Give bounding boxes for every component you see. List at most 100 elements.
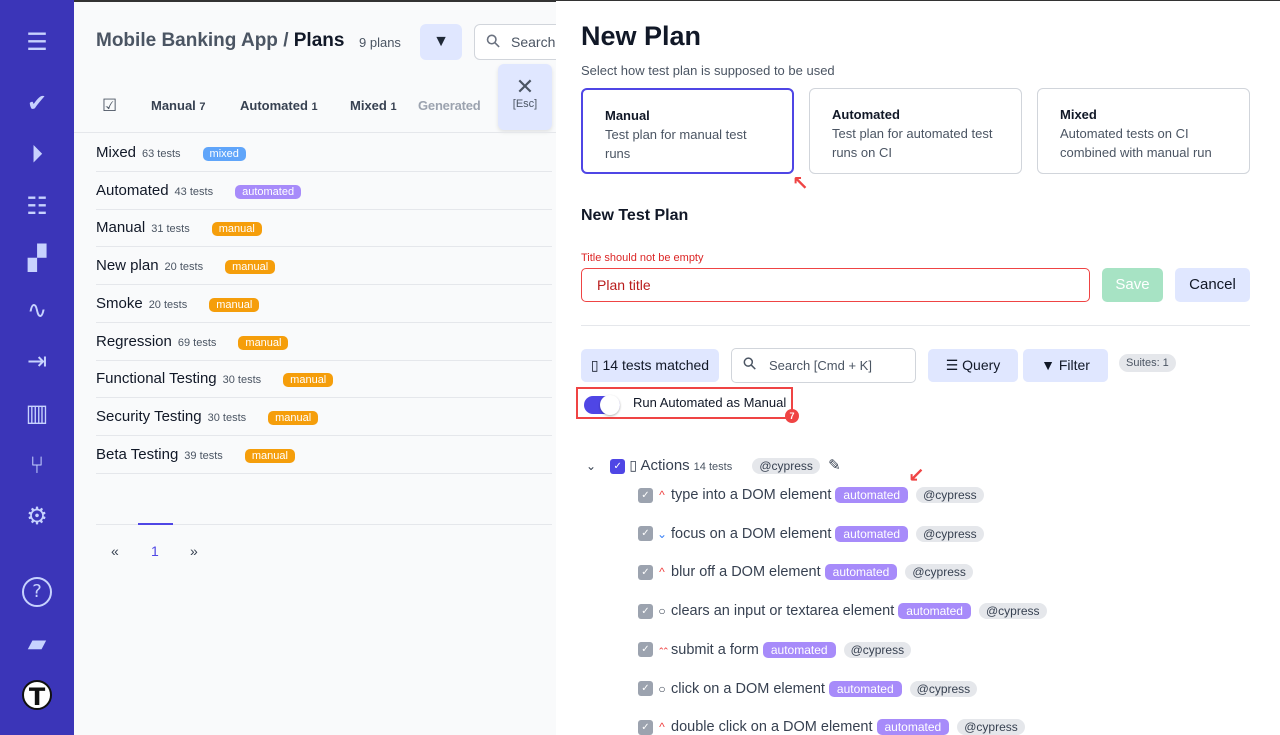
test-checkbox[interactable]: ✓: [638, 603, 653, 619]
tab-label: Manual: [151, 98, 196, 113]
test-title[interactable]: focus on a DOM element: [671, 525, 832, 542]
automated-badge: automated: [898, 603, 971, 620]
step-badge: 7: [785, 409, 799, 423]
search-placeholder: Search [Cmd + K]: [769, 358, 872, 373]
plan-row[interactable]: Manual 31 tests manual: [96, 209, 552, 248]
chart-icon[interactable]: ▥: [25, 399, 49, 427]
plan-row[interactable]: Beta Testing 39 tests manual: [96, 436, 552, 474]
test-checkbox[interactable]: ✓: [638, 642, 653, 658]
save-button[interactable]: Save: [1102, 268, 1163, 302]
sliders-icon: ☰: [945, 357, 959, 373]
gear-icon[interactable]: ⚙: [26, 502, 48, 530]
priority-high-icon: ^: [659, 565, 665, 580]
test-tag: @cypress: [916, 487, 984, 503]
close-icon: ✕: [515, 74, 535, 99]
new-plan-panel: New Plan Select how test plan is suppose…: [556, 0, 1280, 735]
prev-page[interactable]: «: [111, 543, 119, 559]
tests-search-input[interactable]: ⚲ Search [Cmd + K]: [731, 348, 916, 383]
suite-tests-count: 14 tests: [693, 461, 733, 473]
test-tag: @cypress: [909, 680, 978, 697]
suite-row: ⌄ ✓ ▯ Actions 14 tests @cypress ✎: [586, 456, 841, 474]
test-title[interactable]: click on a DOM element: [671, 680, 825, 697]
plan-row[interactable]: Automated 43 tests automated: [96, 172, 552, 210]
section-title: New Test Plan: [581, 207, 689, 224]
tab-generated[interactable]: Generated: [418, 98, 481, 113]
tab-automated[interactable]: Automated 1: [240, 98, 318, 113]
test-checkbox[interactable]: ✓: [638, 681, 653, 697]
test-title[interactable]: clears an input or textarea element: [671, 603, 895, 620]
suites-badge: Suites: 1: [1119, 354, 1176, 372]
steps-icon[interactable]: ▞: [27, 244, 47, 272]
test-row: ✓ ⌃⌃ submit a form automated @cypress: [638, 641, 912, 658]
test-checkbox[interactable]: ✓: [638, 719, 653, 735]
plan-tests-count: 20 tests: [148, 298, 188, 311]
logo-icon[interactable]: T: [22, 680, 52, 711]
plan-name: Beta Testing: [96, 445, 179, 463]
close-button[interactable]: ✕ [Esc]: [498, 64, 552, 130]
plan-row[interactable]: Regression 69 tests manual: [96, 323, 552, 361]
cancel-button[interactable]: Cancel: [1175, 268, 1250, 302]
tests-matched-button[interactable]: ▯ 14 tests matched: [581, 349, 719, 382]
plan-row[interactable]: Security Testing 30 tests manual: [96, 398, 552, 436]
page-1[interactable]: 1: [151, 543, 159, 559]
search-input[interactable]: Search: [474, 24, 564, 60]
automated-badge: automated: [876, 719, 950, 735]
query-button[interactable]: ☰ Query: [928, 349, 1018, 382]
tab-label: Mixed: [350, 98, 387, 113]
plan-type-automated[interactable]: Automated Test plan for automated test ru…: [809, 88, 1022, 174]
test-row: ✓ ^ blur off a DOM element automated @cypres…: [638, 564, 973, 581]
pulse-icon[interactable]: ∿: [26, 296, 48, 324]
priority-critical-icon: ⌃⌃: [657, 645, 669, 656]
test-row: ✓ ○ click on a DOM element automated @cypres…: [638, 680, 978, 697]
test-title[interactable]: submit a form: [671, 641, 759, 658]
plan-row[interactable]: Functional Testing 30 tests manual: [96, 360, 552, 399]
tab-label: Generated: [418, 98, 481, 113]
tests-matched-label: 14 tests matched: [602, 357, 710, 373]
priority-high-icon: ^: [659, 720, 665, 735]
suite-checkbox[interactable]: ✓: [610, 458, 626, 474]
import-icon[interactable]: ⇥: [26, 347, 48, 375]
plan-type-badge: manual: [238, 335, 289, 350]
plan-type-badge: automated: [235, 184, 302, 199]
pencil-icon[interactable]: ✎: [828, 457, 841, 474]
help-icon[interactable]: ?: [22, 577, 52, 607]
list-check-icon[interactable]: ☷: [26, 192, 48, 220]
filter-button[interactable]: ▼ Filter: [1023, 349, 1108, 382]
plan-type-manual[interactable]: Manual Test plan for manual test runs: [581, 88, 794, 174]
plan-type-desc: Test plan for manual test runs: [605, 127, 747, 161]
test-title[interactable]: type into a DOM element: [671, 487, 832, 503]
check-icon[interactable]: ✔: [26, 89, 48, 117]
suite-name[interactable]: Actions: [640, 457, 690, 474]
plan-type-mixed[interactable]: Mixed Automated tests on CI combined with…: [1037, 88, 1250, 174]
page-title: Plans: [293, 30, 345, 51]
plan-tests-count: 63 tests: [142, 148, 181, 160]
breadcrumb: Mobile Banking App / Plans: [96, 30, 344, 52]
play-icon[interactable]: ⏵: [31, 140, 43, 168]
plan-row[interactable]: Smoke 20 tests manual: [96, 285, 552, 323]
plan-title-input[interactable]: Plan title: [581, 268, 1090, 302]
tab-mixed[interactable]: Mixed 1: [350, 98, 397, 113]
next-page[interactable]: »: [190, 543, 198, 559]
plan-row[interactable]: Mixed 63 tests mixed: [96, 134, 552, 172]
project-link[interactable]: Mobile Banking App: [96, 30, 278, 51]
test-title[interactable]: blur off a DOM element: [671, 564, 821, 581]
tab-label: Automated: [240, 98, 308, 113]
plans-panel: Mobile Banking App / Plans 9 plans ▼ Sea…: [74, 0, 564, 735]
chevron-down-icon[interactable]: ⌄: [586, 459, 597, 473]
suite-tag: @cypress: [752, 458, 820, 474]
filter-button[interactable]: ▼: [420, 24, 462, 60]
test-title[interactable]: double click on a DOM element: [671, 719, 873, 735]
plan-type-name: Mixed: [1060, 107, 1097, 122]
pagination: « 1 »: [96, 523, 552, 559]
select-all-icon[interactable]: ☑: [102, 96, 118, 116]
run-automated-toggle[interactable]: [584, 395, 620, 415]
test-checkbox[interactable]: ✓: [638, 565, 653, 581]
folder-icon[interactable]: ▰: [27, 629, 47, 657]
plan-row[interactable]: New plan 20 tests manual: [96, 247, 552, 286]
menu-icon[interactable]: ☰: [26, 28, 48, 56]
tab-manual[interactable]: Manual 7: [151, 98, 206, 113]
test-checkbox[interactable]: ✓: [638, 487, 653, 503]
test-checkbox[interactable]: ✓: [638, 526, 653, 542]
query-label: Query: [962, 357, 1001, 373]
branch-icon[interactable]: ⑂: [29, 451, 45, 479]
